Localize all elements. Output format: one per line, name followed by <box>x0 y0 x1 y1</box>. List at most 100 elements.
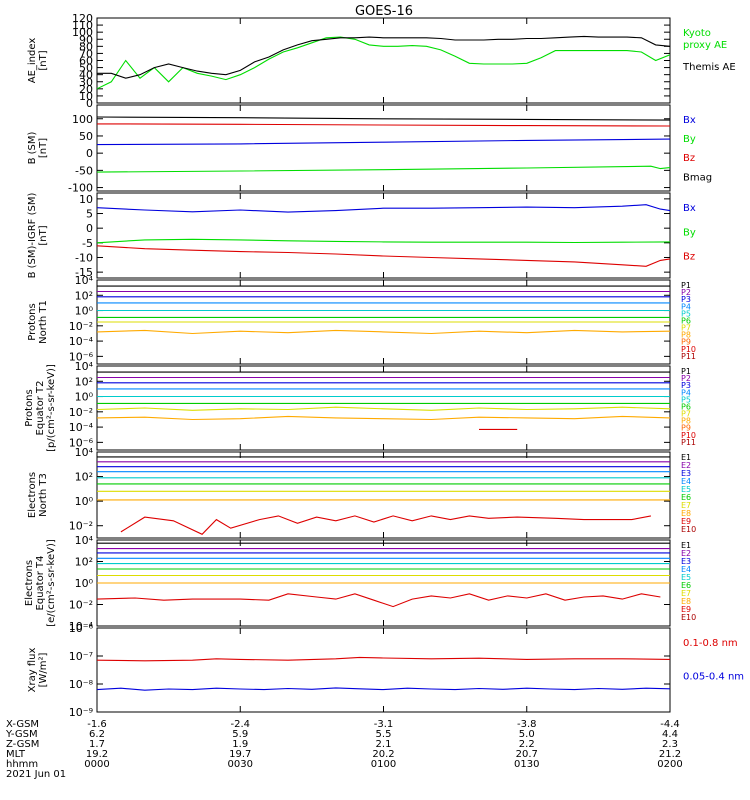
series-line-bz <box>97 245 670 267</box>
x-axis-value: 0100 <box>371 759 396 770</box>
x-axis-value: 2.2 <box>519 739 535 750</box>
y-axis-label-line: [e/(cm²-s-sr-keV)] <box>46 539 57 627</box>
panel-7: 10⁻⁴ 10⁻² 10⁰ 10² 10⁴ Electrons Equator T4 [e/(… <box>24 534 696 633</box>
legend-entry: P2 <box>681 288 691 297</box>
y-tick-label: 10⁻⁴ <box>69 421 94 434</box>
legend-entry: Bx <box>683 203 696 214</box>
y-tick-label: 10² <box>75 289 93 302</box>
legend-entry: E4 <box>681 565 691 574</box>
y-axis-label-line: [nT] <box>38 50 49 70</box>
legend-entry: P1 <box>681 367 691 376</box>
x-axis-value: 0030 <box>228 759 253 770</box>
legend-entry: P4 <box>681 302 691 311</box>
legend-entry: Bz <box>683 153 695 164</box>
legend-entry: E7 <box>681 589 691 598</box>
y-tick-label: 10 <box>79 193 93 206</box>
panel-3: -15 -10-5 05 10 B (SM)-IGRF (SM) [nT] Bx By Bz <box>27 192 696 279</box>
y-tick-label: 40 <box>79 69 93 82</box>
x-axis-row-label: X-GSM <box>6 719 39 730</box>
x-axis-value: 0200 <box>657 759 682 770</box>
x-axis-value: 20.7 <box>516 749 538 760</box>
y-tick-label: 10⁻⁶ <box>69 622 94 635</box>
y-axis-label: B (SM) [nT] <box>27 131 49 164</box>
x-axis-value: -2.4 <box>230 719 250 730</box>
series-group <box>97 656 670 691</box>
legend-entry: E10 <box>681 525 696 534</box>
series-line-0.05-0.4-nm <box>97 687 670 691</box>
x-axis-value: 1.7 <box>89 739 105 750</box>
y-tick-label: 70 <box>79 47 93 60</box>
legend-entry: E10 <box>681 613 696 622</box>
y-tick-label: 10⁴ <box>75 534 94 547</box>
y-tick-label: 10² <box>75 556 93 569</box>
x-axis-value: 19.7 <box>229 749 251 760</box>
y-tick-label: 10⁻⁶ <box>69 350 94 363</box>
y-tick-label: 10⁻⁸ <box>69 678 94 691</box>
panel-2: -100 -50 0 50 100 B (SM) [nT] Bx By Bz Bmag <box>27 104 712 195</box>
legend-entry: By <box>683 134 696 145</box>
y-tick-label: 10² <box>75 375 93 388</box>
series-line-by <box>97 238 670 244</box>
y-tick-label: 110 <box>72 19 93 32</box>
legend-entry: P7 <box>681 324 691 333</box>
series-line-e9 <box>120 515 652 535</box>
legend-entry: proxy AE <box>683 40 727 51</box>
y-tick-label: 0 <box>86 97 93 110</box>
legend-entry: Bx <box>683 115 696 126</box>
series-line-kyoto-proxy-ae <box>97 36 670 90</box>
y-tick-label: -50 <box>75 164 93 177</box>
series-line-e9 <box>97 593 661 608</box>
y-tick-label: 100 <box>72 26 93 39</box>
y-tick-label: 90 <box>79 33 93 46</box>
panel-8: 10⁻⁹ 10⁻⁸ 10⁻⁷ 10⁻⁶ Xray flux [W/m²] 0.1-0.8 n… <box>27 622 744 719</box>
x-axis-row-label: hhmm <box>6 759 38 770</box>
y-tick-label: 10⁴ <box>75 446 94 459</box>
series-line-p8 <box>97 329 670 335</box>
y-tick-label: -5 <box>82 237 93 250</box>
series-group <box>97 35 670 90</box>
panel-5: 10⁻⁶ 10⁻⁴ 10⁻² 10⁰ 10² 10⁴ Protons Equator T2 [p… <box>24 360 696 452</box>
x-axis-value: 4.4 <box>662 729 678 740</box>
legend-entry: P6 <box>681 316 691 325</box>
legend-entry: P9 <box>681 424 691 433</box>
y-tick-label: 10⁻² <box>69 520 93 533</box>
series-line-p8 <box>97 415 670 421</box>
x-axis-value: -1.6 <box>87 719 107 730</box>
legend-entry: By <box>683 227 696 238</box>
y-axis-label-line: B (SM) <box>27 131 38 164</box>
x-axis-value: 1.9 <box>232 739 248 750</box>
series-line-bx <box>97 204 670 213</box>
legend-entry: P1 <box>681 281 691 290</box>
legend-entry: P3 <box>681 381 691 390</box>
y-tick-label: 10² <box>75 471 93 484</box>
y-tick-label: 10⁻⁴ <box>69 335 94 348</box>
y-tick-label: 120 <box>72 12 93 25</box>
x-axis-value: 2.1 <box>376 739 392 750</box>
y-axis-label-line: AE_index <box>27 38 38 84</box>
y-axis-label-line: Protons <box>27 303 38 340</box>
y-tick-label: 0 <box>86 147 93 160</box>
legend-entry: Themis AE <box>682 62 736 73</box>
y-tick-label: 20 <box>79 83 93 96</box>
y-tick-label: 5 <box>86 208 93 221</box>
y-tick-label: -10 <box>75 251 93 264</box>
legend-entry: P11 <box>681 438 696 447</box>
y-axis-label-line: Xray flux <box>27 648 38 693</box>
y-axis-label-line: [nT] <box>38 225 49 245</box>
x-axis-row-label: 2021 Jun 01 <box>6 769 66 780</box>
legend-entry: Bmag <box>683 172 712 183</box>
x-axis-value: -3.8 <box>517 719 537 730</box>
series-line-bx <box>97 138 670 146</box>
y-tick-label: 10⁻⁶ <box>69 436 94 449</box>
y-axis-label: Electrons North T3 <box>27 472 49 518</box>
panel-6: 10⁻² 10⁰ 10² 10⁴ Electrons North T3 E1E2E3E4E5… <box>27 446 696 539</box>
y-axis-label-line: North T1 <box>38 300 49 344</box>
y-tick-label: 80 <box>79 40 93 53</box>
series-line-0.1-0.8-nm <box>97 656 670 662</box>
legend-entry: E4 <box>681 477 691 486</box>
x-axis-value: 0000 <box>84 759 109 770</box>
y-tick-label: 50 <box>79 130 93 143</box>
series-group <box>97 204 670 267</box>
